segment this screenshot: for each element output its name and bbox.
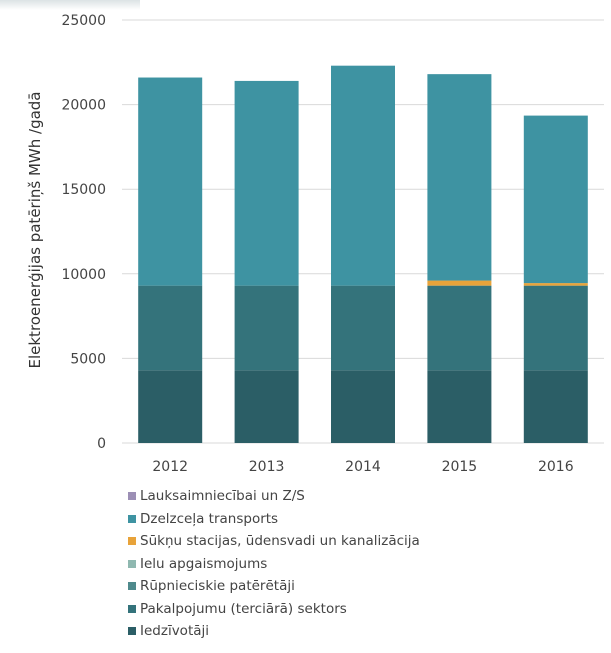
legend-swatch (128, 537, 136, 546)
bar-segment (427, 285, 492, 371)
bar-segment (427, 74, 492, 281)
y-tick-label: 5000 (70, 351, 106, 367)
bar-segment (523, 115, 588, 284)
y-axis-label: Elektroenerģijas patēriņš MWh /gadā (26, 92, 44, 369)
bar-segment (523, 285, 588, 371)
bar-segment (523, 283, 588, 286)
x-tick-label: 2013 (249, 459, 285, 475)
legend-item: Ielu apgaismojums (128, 553, 420, 576)
bar-segment (331, 370, 395, 443)
legend-label: Ielu apgaismojums (140, 555, 268, 572)
legend-label: Lauksaimniecībai un Z/S (140, 488, 305, 504)
y-tick-label: 15000 (61, 182, 106, 198)
legend-item: Pakalpojumu (terciārā) sektors (128, 598, 420, 621)
legend-label: Pakalpojumu (terciārā) sektors (140, 600, 347, 617)
x-tick-label: 2014 (345, 459, 381, 475)
bar-segment (138, 77, 203, 286)
legend-label: Dzelzceļa transports (140, 510, 279, 527)
bar-segment (427, 370, 492, 443)
bar-segment (234, 285, 299, 371)
legend-label: Rūpnieciskie patērētāji (140, 578, 295, 594)
legend-swatch (128, 559, 136, 568)
x-tick-label: 2012 (152, 459, 188, 475)
x-axis: 2012 2013 2014 2015 2016 (152, 459, 573, 475)
y-tick-label: 0 (97, 436, 106, 452)
legend-label: Sūkņu stacijas, ūdensvadi un kanalizācij… (140, 533, 420, 549)
bar-segment (234, 80, 299, 286)
legend-swatch (128, 627, 136, 636)
y-tick-label: 10000 (61, 267, 106, 283)
legend-swatch (128, 582, 136, 591)
bar-segment (234, 370, 299, 443)
legend-item: Iedzīvotāji (128, 620, 420, 643)
legend: Lauksaimniecībai un Z/S Dzelzceļa transpo… (128, 485, 420, 643)
bar-segment (427, 280, 492, 286)
bar-segment (523, 370, 588, 443)
legend-label: Iedzīvotāji (140, 623, 210, 639)
legend-item: Rūpnieciskie patērētāji (128, 575, 420, 598)
bar-segment (138, 285, 203, 371)
x-tick-label: 2016 (538, 459, 574, 475)
legend-item: Lauksaimniecībai un Z/S (128, 485, 420, 508)
bar-segment (331, 65, 395, 286)
x-tick-label: 2015 (442, 459, 478, 475)
legend-item: Dzelzceļa transports (128, 508, 420, 531)
y-axis: 0 5000 10000 15000 20000 25000 (61, 13, 106, 452)
gridlines (122, 19, 604, 444)
legend-swatch (128, 514, 136, 523)
top-edge-shade (0, 0, 140, 10)
y-tick-label: 25000 (61, 13, 106, 29)
bars (138, 65, 588, 443)
bar-segment (138, 370, 203, 443)
legend-item: Sūkņu stacijas, ūdensvadi un kanalizācij… (128, 530, 420, 553)
y-tick-label: 20000 (61, 98, 106, 114)
legend-swatch (128, 604, 136, 613)
legend-swatch (128, 492, 136, 501)
bar-segment (331, 285, 395, 371)
